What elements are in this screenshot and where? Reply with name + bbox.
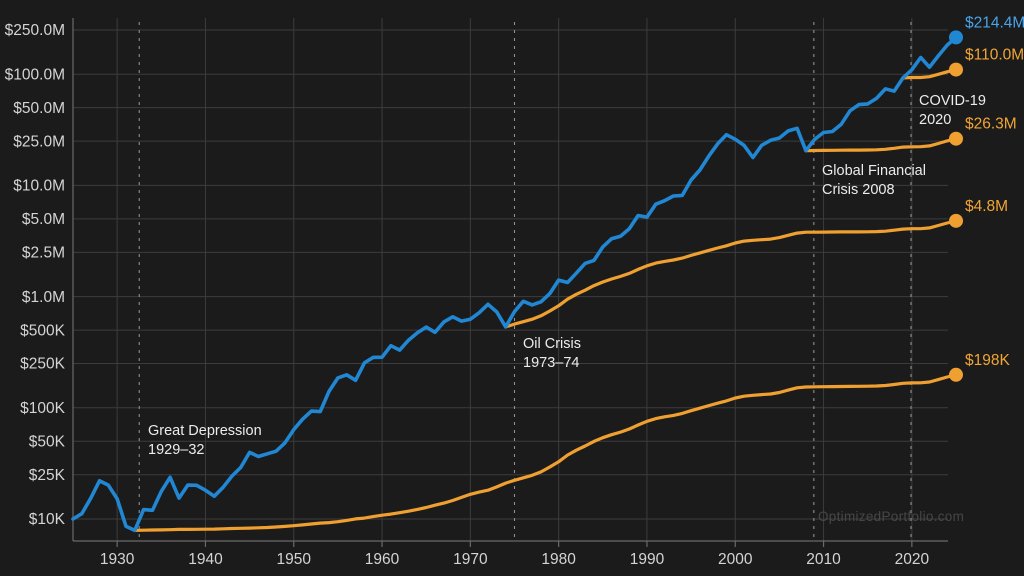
- panic-sell-line: [504, 219, 958, 329]
- series-end-dot: [949, 213, 963, 228]
- event-annotation: Global Financial: [822, 163, 926, 179]
- event-annotation: Great Depression: [148, 423, 262, 439]
- series-end-dot: [949, 367, 963, 382]
- x-tick-label: 1980: [541, 551, 576, 568]
- watermark: OptimizedPortfolio.com: [818, 509, 965, 524]
- panic-sell-line: [901, 68, 958, 80]
- y-tick-label: $25.0M: [13, 133, 65, 150]
- y-tick-label: $100.0M: [5, 66, 65, 83]
- x-tick-label: 1940: [188, 551, 223, 568]
- y-tick-label: $2.5M: [22, 245, 65, 262]
- series-end-dot: [949, 131, 963, 146]
- panic-sell-line: [133, 373, 958, 532]
- event-annotation: 1929–32: [148, 442, 204, 458]
- x-tick-label: 1970: [453, 551, 488, 568]
- event-annotation: Oil Crisis: [523, 336, 581, 352]
- x-tick-label: 1950: [277, 551, 312, 568]
- y-tick-label: $100K: [20, 400, 65, 417]
- x-tick-label: 1990: [630, 551, 665, 568]
- x-tick-label: 1960: [365, 551, 400, 568]
- y-tick-label: $500K: [20, 322, 65, 339]
- series-end-dot: [949, 62, 963, 77]
- y-tick-label: $50K: [29, 433, 66, 450]
- series-end-value-label: $4.8M: [965, 198, 1008, 215]
- y-tick-label: $10.0M: [13, 178, 65, 195]
- y-tick-label: $25K: [29, 467, 66, 484]
- event-annotation: 2020: [919, 112, 951, 128]
- x-tick-label: 2020: [895, 551, 930, 568]
- y-tick-label: $250.0M: [5, 22, 65, 39]
- y-tick-label: $1.0M: [22, 289, 65, 306]
- event-annotation: COVID-19: [919, 93, 986, 109]
- series-end-value-label: $26.3M: [965, 116, 1017, 133]
- series-end-value-label: $214.4M: [965, 14, 1024, 31]
- series-end-value-label: $110.0M: [965, 47, 1024, 64]
- event-annotation: 1973–74: [523, 355, 579, 371]
- y-tick-label: $50.0M: [13, 100, 65, 117]
- x-tick-label: 2000: [718, 551, 753, 568]
- panic-sell-line: [804, 137, 958, 153]
- y-tick-label: $5.0M: [22, 211, 65, 228]
- y-tick-label: $10K: [29, 511, 66, 528]
- series-end-dot: [949, 30, 963, 45]
- x-tick-label: 2010: [806, 551, 841, 568]
- x-tick-label: 1930: [100, 551, 135, 568]
- y-tick-label: $250K: [20, 356, 65, 373]
- series-end-value-label: $198K: [965, 352, 1010, 369]
- event-annotation: Crisis 2008: [822, 182, 895, 198]
- stocks-line: [71, 35, 958, 533]
